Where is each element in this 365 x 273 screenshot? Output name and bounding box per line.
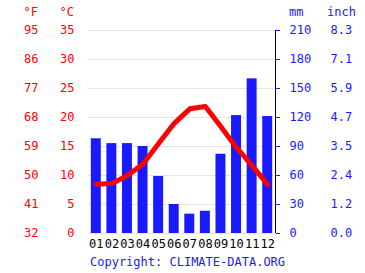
svg-text:30: 30 (290, 197, 304, 211)
svg-text:86: 86 (24, 52, 38, 66)
svg-text:90: 90 (290, 139, 304, 153)
svg-text:01: 01 (89, 237, 103, 251)
svg-text:0: 0 (67, 226, 74, 240)
svg-text:7.1: 7.1 (331, 52, 353, 66)
svg-text:08: 08 (198, 237, 212, 251)
svg-text:41: 41 (24, 197, 38, 211)
html-text:°C: °C (59, 5, 74, 19)
svg-text:10: 10 (229, 237, 243, 251)
svg-text:20: 20 (60, 110, 74, 124)
svg-text:77: 77 (24, 81, 38, 95)
svg-text:30: 30 (60, 52, 74, 66)
svg-text:3.5: 3.5 (331, 139, 353, 153)
svg-text:0.0: 0.0 (331, 226, 353, 240)
html-text:mm: mm (289, 5, 304, 19)
svg-text:180: 180 (290, 52, 312, 66)
svg-text:120: 120 (290, 110, 312, 124)
svg-text:25: 25 (60, 81, 74, 95)
svg-text:09: 09 (214, 237, 228, 251)
svg-text:03: 03 (120, 237, 134, 251)
svg-text:60: 60 (290, 168, 304, 182)
svg-text:12: 12 (260, 237, 274, 251)
svg-text:06: 06 (167, 237, 181, 251)
svg-text:68: 68 (24, 110, 38, 124)
svg-text:35: 35 (60, 23, 74, 37)
svg-text:32: 32 (24, 226, 38, 240)
html-text:inch: inch (327, 5, 356, 19)
svg-text:150: 150 (290, 81, 312, 95)
svg-text:5.9: 5.9 (331, 81, 353, 95)
svg-text:04: 04 (136, 237, 150, 251)
html-text:Copyright: CLIMATE-DATA.ORG: Copyright: CLIMATE-DATA.ORG (90, 255, 286, 269)
svg-text:59: 59 (24, 139, 38, 153)
svg-text:5: 5 (67, 197, 74, 211)
svg-text:0: 0 (290, 226, 297, 240)
svg-text:4.7: 4.7 (331, 110, 353, 124)
svg-text:10: 10 (60, 168, 74, 182)
svg-text:1.2: 1.2 (331, 197, 353, 211)
svg-text:11: 11 (245, 237, 259, 251)
svg-text:2.4: 2.4 (331, 168, 353, 182)
svg-text:8.3: 8.3 (331, 23, 353, 37)
svg-text:95: 95 (24, 23, 38, 37)
svg-text:15: 15 (60, 139, 74, 153)
svg-text:07: 07 (183, 237, 197, 251)
svg-text:05: 05 (151, 237, 165, 251)
svg-text:210: 210 (290, 23, 312, 37)
html-text:°F: °F (23, 5, 38, 19)
svg-text:50: 50 (24, 168, 38, 182)
svg-text:02: 02 (105, 237, 119, 251)
